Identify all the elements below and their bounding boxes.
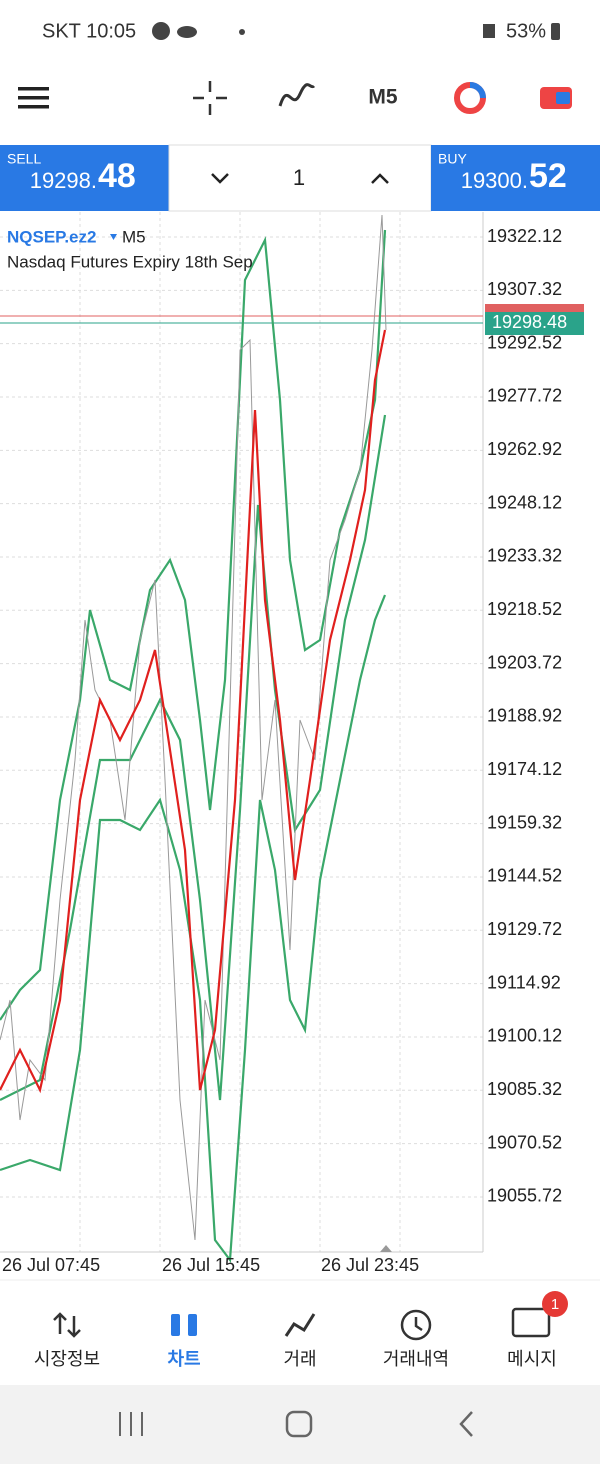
- symbol-description: Nasdaq Futures Expiry 18th Sep: [7, 252, 253, 271]
- sell-label: SELL: [7, 151, 41, 167]
- menu-bar: [18, 87, 49, 91]
- price-label: 19277.72: [487, 386, 562, 406]
- menu-button[interactable]: [18, 87, 49, 109]
- nav-label[interactable]: 차트: [167, 1349, 200, 1369]
- status-icon: [152, 22, 170, 40]
- scroll-marker: [380, 1245, 392, 1252]
- symbol[interactable]: NQSEP.ez2: [7, 227, 96, 246]
- icon-part: [171, 1314, 180, 1336]
- chart-grid: [0, 212, 483, 1252]
- price-label: 19233.32: [487, 546, 562, 566]
- signal-icon: [483, 24, 495, 38]
- timeframe-button[interactable]: M5: [368, 86, 397, 109]
- symbol-caret: [110, 234, 117, 240]
- lot-up[interactable]: [371, 173, 389, 184]
- price-label: 19248.12: [487, 492, 562, 512]
- current-price: 19298.48: [492, 312, 567, 332]
- price-label: 19218.52: [487, 599, 562, 619]
- menu-bar: [18, 96, 49, 100]
- price-label: 19144.52: [487, 866, 562, 886]
- upper-band: [0, 229, 387, 1021]
- status-icon: [177, 26, 197, 38]
- indicator-button[interactable]: [278, 83, 316, 107]
- price-label: 19085.32: [487, 1079, 562, 1099]
- battery-icon: [551, 23, 560, 40]
- price-label: 19070.52: [487, 1132, 562, 1152]
- nav-label[interactable]: 거래: [283, 1349, 316, 1369]
- back-button[interactable]: [459, 1411, 473, 1437]
- buy-button[interactable]: [431, 145, 600, 211]
- price-label: 19292.52: [487, 332, 562, 352]
- price-label: 19322.12: [487, 226, 562, 246]
- price-label: 19174.12: [487, 759, 562, 779]
- bid-tag: [485, 312, 584, 335]
- chart-timeframe: M5: [122, 227, 146, 246]
- price-label: 19159.32: [487, 812, 562, 832]
- moving-average: [0, 329, 387, 1094]
- nav-icon: [511, 1307, 551, 1338]
- nav-icon: [53, 1312, 81, 1338]
- icon-part: [469, 82, 486, 99]
- lower-band: [0, 594, 387, 1264]
- menu-bar: [18, 105, 49, 109]
- price-label: 19055.72: [487, 1186, 562, 1206]
- crosshair-button[interactable]: [193, 81, 227, 115]
- badge: [542, 1291, 568, 1317]
- badge-count: 1: [551, 1296, 559, 1313]
- indicator-lines: [0, 214, 387, 1264]
- icon-part: [414, 1317, 423, 1332]
- price-label: 19114.92: [487, 972, 561, 992]
- price-label: 19307.32: [487, 279, 562, 299]
- recents-button[interactable]: [119, 1412, 143, 1436]
- price-label: 19203.72: [487, 652, 562, 672]
- lot-down[interactable]: [211, 173, 229, 184]
- buy-pips: 52: [529, 157, 567, 195]
- buy-price: 19300.: [461, 168, 528, 193]
- time-label: 26 Jul 07:45: [2, 1255, 100, 1275]
- buy-label: BUY: [438, 151, 467, 167]
- nav-label[interactable]: 거래내역: [383, 1349, 449, 1369]
- time-label: 26 Jul 15:45: [162, 1255, 260, 1275]
- home-button[interactable]: [285, 1410, 313, 1438]
- status-time: SKT 10:05: [42, 20, 136, 42]
- price-label: 19188.92: [487, 706, 562, 726]
- battery-text: 53%: [506, 20, 546, 42]
- lot-value[interactable]: 1: [293, 165, 305, 190]
- nav-label[interactable]: 메시지: [507, 1349, 557, 1369]
- price-label: 19129.72: [487, 919, 562, 939]
- icon-part: [188, 1314, 197, 1336]
- icon-part: [556, 92, 570, 104]
- price-label: 19100.12: [487, 1026, 562, 1046]
- middle-band: [0, 414, 387, 1101]
- nav-icon: [171, 1314, 197, 1336]
- status-icon: [239, 29, 245, 35]
- sell-pips: 48: [98, 157, 136, 195]
- system-nav: [0, 1385, 600, 1464]
- sell-button[interactable]: [0, 145, 169, 211]
- price-trace: [0, 214, 387, 1241]
- sell-price: 19298.: [30, 168, 97, 193]
- nav-label[interactable]: 시장정보: [34, 1349, 100, 1369]
- nav-icon: [400, 1309, 432, 1341]
- time-label: 26 Jul 23:45: [321, 1255, 419, 1275]
- nav-icon: [284, 1313, 316, 1337]
- price-label: 19262.92: [487, 439, 562, 459]
